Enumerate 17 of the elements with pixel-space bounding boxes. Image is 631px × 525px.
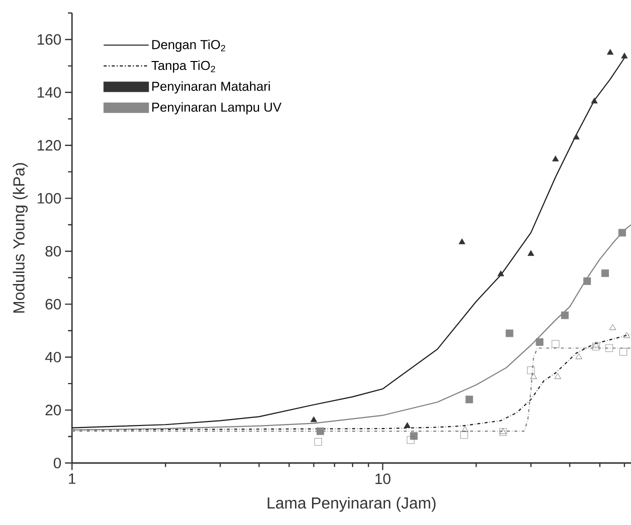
y-tick-label: 160 xyxy=(38,34,61,45)
legend-label: Penyinaran Lampu UV xyxy=(152,102,282,114)
y-tick-label: 20 xyxy=(46,404,61,416)
legend-label: Penyinaran Matahari xyxy=(152,81,270,94)
y-tick-label: 140 xyxy=(38,87,61,98)
x-tick-label: 10 xyxy=(376,474,390,484)
legend-label: Tanpa TiO$_{2}$ xyxy=(152,60,216,73)
y-tick-label: 100 xyxy=(38,192,61,204)
legend-label: Dengan TiO$_{2}$ xyxy=(152,40,226,52)
y-tick-label: 80 xyxy=(46,246,61,257)
y-tick-label: 60 xyxy=(46,298,61,310)
x-tick-label: 1 xyxy=(68,474,76,484)
y-tick-label: 120 xyxy=(38,140,61,151)
y-axis-title: Modulus Young (kPa) xyxy=(12,163,28,313)
y-tick-label: 40 xyxy=(45,352,61,362)
y-tick-label: 0 xyxy=(54,458,61,468)
x-axis-title: Lama Penyinaran (Jam) xyxy=(268,496,436,512)
